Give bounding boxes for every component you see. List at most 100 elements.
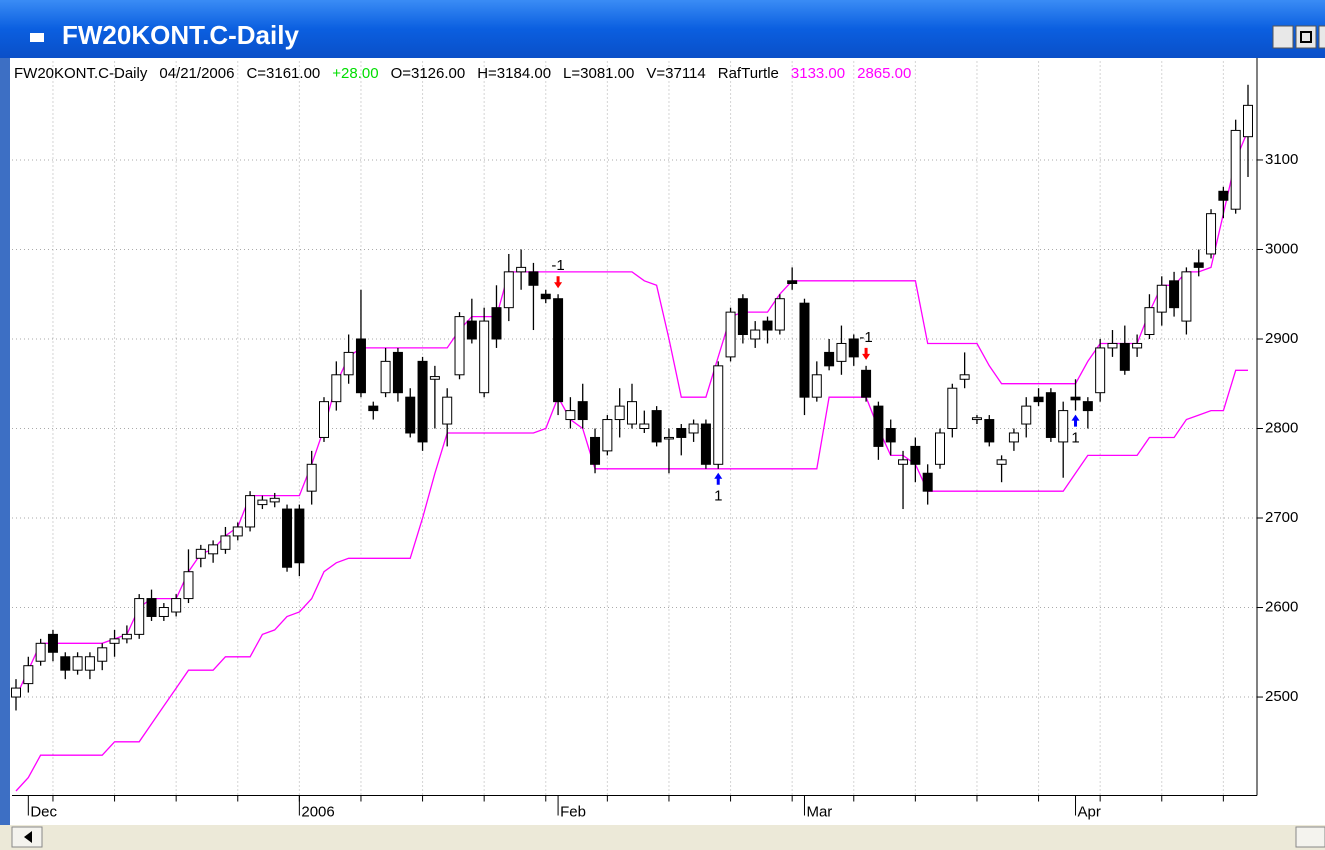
candle-body — [208, 544, 219, 555]
scrollbar — [0, 825, 1325, 850]
candle-body — [454, 316, 465, 376]
candle-body — [1230, 129, 1241, 210]
signal-arrow — [862, 347, 871, 360]
candle-body — [1095, 347, 1106, 394]
candle-body — [84, 656, 95, 671]
close-button[interactable] — [1318, 25, 1325, 49]
candle-body — [811, 374, 822, 398]
candle-body — [824, 351, 835, 367]
candle-body — [885, 428, 896, 443]
info-text: 3133.00 — [791, 65, 845, 82]
y-tick-label: 3000 — [1265, 240, 1298, 257]
candle-body — [355, 338, 366, 394]
candle-body — [282, 508, 293, 568]
candle-body — [257, 499, 268, 506]
info-text: H=3184.00 — [477, 65, 551, 82]
candle-body — [1156, 284, 1167, 313]
candle-body — [146, 598, 157, 617]
candle-body — [134, 598, 145, 635]
y-tick-label: 2800 — [1265, 419, 1298, 436]
info-text: RafTurtle — [718, 65, 779, 82]
x-tick-label: 2006 — [301, 803, 334, 820]
info-text: 04/21/2006 — [159, 65, 234, 82]
candle-body — [627, 401, 637, 425]
candle-body — [1070, 396, 1081, 401]
candle-body — [442, 396, 453, 425]
signal-arrow — [1071, 414, 1080, 427]
candle-body — [171, 598, 182, 613]
candle-body — [60, 656, 71, 671]
candle-body — [996, 459, 1007, 465]
candle-body — [1008, 432, 1019, 443]
candle-body — [109, 638, 120, 644]
candle-body — [47, 633, 58, 653]
candle-body — [183, 571, 194, 600]
candle-body — [922, 472, 933, 492]
x-tick-label: Dec — [30, 803, 57, 820]
signal-arrow — [714, 472, 723, 485]
candle-body — [306, 463, 317, 492]
candle-body — [725, 311, 736, 358]
plot: 2500 2600 2700 2800 2900 3000 3100 Dec 2006 Feb Ma… — [11, 58, 1298, 820]
candle-body — [577, 401, 588, 421]
signal-arrow — [554, 276, 563, 289]
candle-body — [1193, 262, 1204, 268]
candle-body — [245, 495, 256, 528]
candle-body — [343, 351, 354, 376]
candle-body — [35, 642, 46, 662]
candle-body — [873, 405, 884, 447]
candle-body — [269, 497, 280, 503]
candle-body — [466, 320, 477, 340]
candle-body — [787, 280, 798, 284]
candle-body — [392, 351, 403, 394]
candle-body — [1132, 342, 1143, 349]
candle-body — [910, 445, 921, 465]
candle-body — [429, 376, 440, 380]
candle-body — [676, 428, 687, 438]
candle-body — [331, 374, 342, 403]
candle-body — [23, 665, 34, 685]
candle-body — [700, 423, 711, 465]
candle-body — [232, 526, 243, 537]
candle-body — [1243, 104, 1253, 138]
candle-body — [1021, 405, 1032, 425]
candle-body — [319, 401, 329, 438]
y-tick-label: 3100 — [1265, 151, 1298, 168]
maximize-button[interactable] — [1295, 25, 1317, 49]
candle-body — [1181, 271, 1192, 322]
signal-label: 1 — [1071, 430, 1079, 447]
candle-body — [590, 436, 601, 465]
candle-body — [898, 459, 909, 465]
candle-body — [1119, 342, 1130, 371]
scroll-right-button[interactable] — [1295, 826, 1325, 848]
candle-body — [294, 508, 305, 564]
x-tick-label: Feb — [560, 803, 586, 820]
candle-body — [774, 298, 785, 331]
candle-body — [737, 298, 748, 336]
candle-body — [1144, 307, 1155, 336]
candle-body — [639, 423, 650, 429]
candle-body — [11, 687, 21, 698]
candle-body — [553, 298, 564, 403]
candle-body — [971, 417, 982, 421]
window-title: FW20KONT.C-Daily — [62, 20, 299, 50]
candle-body — [602, 419, 613, 452]
y-tick-label: 2600 — [1265, 598, 1298, 615]
candle-body — [158, 607, 169, 617]
candle-body — [750, 329, 761, 340]
candle-body — [516, 266, 527, 273]
candle-body — [479, 320, 490, 394]
candle-body — [565, 410, 576, 421]
candle-body — [220, 535, 231, 550]
candle-body — [540, 293, 551, 300]
indicator-line — [15, 369, 1248, 792]
info-text: O=3126.00 — [391, 65, 466, 82]
candle-body — [72, 656, 83, 671]
candle-body — [947, 387, 958, 429]
candle-body — [195, 548, 206, 559]
candle-body — [491, 307, 502, 340]
minimize-button[interactable] — [1272, 25, 1294, 49]
candle-body — [614, 405, 625, 421]
candle-body — [651, 410, 662, 443]
